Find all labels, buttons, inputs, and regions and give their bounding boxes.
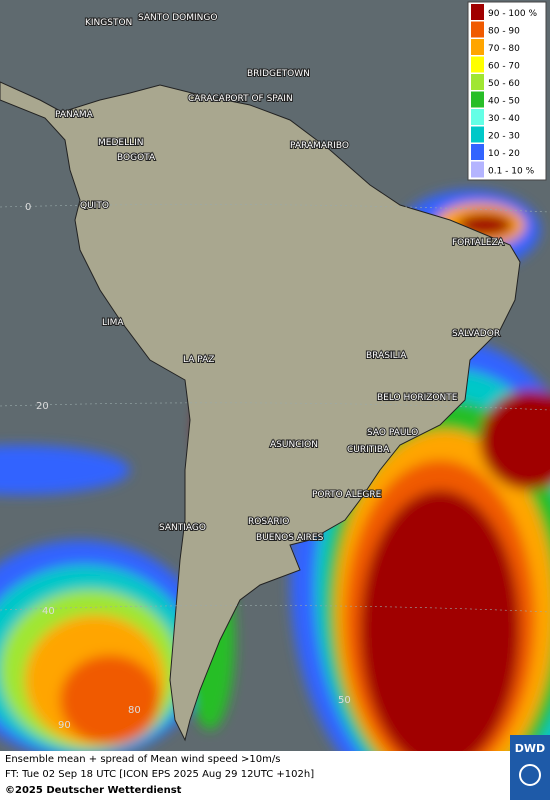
legend-label: 0.1 - 10 %: [488, 167, 535, 177]
city-label: BUENOS AIRES: [256, 533, 324, 543]
city-label: FORTALEZA: [452, 238, 505, 248]
city-label: LA PAZ: [183, 355, 214, 365]
legend-label: 50 - 60: [488, 79, 520, 89]
legend-label: 80 - 90: [488, 27, 520, 37]
graticule-label: 40: [42, 606, 55, 617]
legend-label: 40 - 50: [488, 97, 520, 107]
city-label: PORTO ALEGRE: [312, 490, 382, 500]
graticule: [0, 204, 550, 613]
legend-label: 60 - 70: [488, 62, 520, 72]
city-label: KINGSTON: [85, 18, 132, 28]
land: [0, 81, 521, 742]
footer-line: Ensemble mean + spread of Mean wind spee…: [5, 754, 280, 765]
city-label: QUITO: [80, 201, 109, 211]
graticule-label: 80: [128, 705, 141, 716]
city-label: MEDELLIN: [98, 138, 143, 148]
city-label: CARACAS: [188, 94, 231, 104]
legend-swatch: [471, 74, 484, 90]
graticule-labels: 0 20 40 90 80 50: [25, 202, 351, 731]
city-label: PARAMARIBO: [290, 141, 349, 151]
logo-text: DWD: [515, 742, 545, 755]
city-labels: KINGSTON SANTO DOMINGOBRIDGETOWNCARACASPO…: [54, 12, 506, 544]
copyright: ©2025 Deutscher Wetterdienst: [5, 785, 182, 796]
legend-swatch: [471, 109, 484, 125]
legend-swatch: [471, 39, 484, 55]
logo-box: [510, 735, 550, 800]
legend-swatch: [471, 21, 484, 38]
graticule-label: 20: [36, 401, 49, 412]
logo-icon: [519, 764, 541, 786]
city-label: SANTO DOMINGO: [138, 13, 217, 23]
city-label: SALVADOR: [452, 329, 500, 339]
city-label: BRIDGETOWN: [247, 69, 310, 79]
legend-swatch: [471, 56, 484, 73]
legend-swatch: [471, 144, 484, 160]
city-label: LIMA: [102, 318, 124, 328]
legend-swatch: [471, 161, 484, 178]
graticule-label: 90: [58, 720, 71, 731]
footer-box: [0, 751, 510, 800]
city-label: SAO PAULO: [367, 428, 418, 438]
city-label: PORT OF SPAIN: [225, 94, 293, 104]
footer-line: FT: Tue 02 Sep 18 UTC [ICON EPS 2025 Aug…: [5, 769, 314, 780]
legend-swatch: [471, 91, 484, 108]
graticule-label: 50: [338, 695, 351, 706]
city-label: PANAMA: [55, 110, 94, 120]
city-label: BELO HORIZONTE: [377, 393, 458, 403]
legend-swatch: [471, 4, 484, 20]
city-label: ROSARIO: [248, 517, 289, 527]
city-label: SANTIAGO: [159, 523, 206, 533]
legend-label: 30 - 40: [488, 114, 520, 124]
city-label: CURITIBA: [347, 445, 390, 455]
legend-swatch: [471, 126, 484, 143]
graticule-label: 0: [25, 202, 31, 213]
city-label: BRASILIA: [366, 351, 407, 361]
legend-label: 10 - 20: [488, 149, 520, 159]
city-label: ASUNCION: [270, 440, 318, 450]
legend: 90 - 100 % 80 - 90 70 - 80 60 - 70 50 - 60 40…: [471, 4, 537, 178]
legend-label: 90 - 100 %: [488, 9, 537, 19]
legend-label: 20 - 30: [488, 132, 520, 142]
city-label: BOGOTA: [117, 153, 156, 163]
legend-label: 70 - 80: [488, 44, 520, 54]
